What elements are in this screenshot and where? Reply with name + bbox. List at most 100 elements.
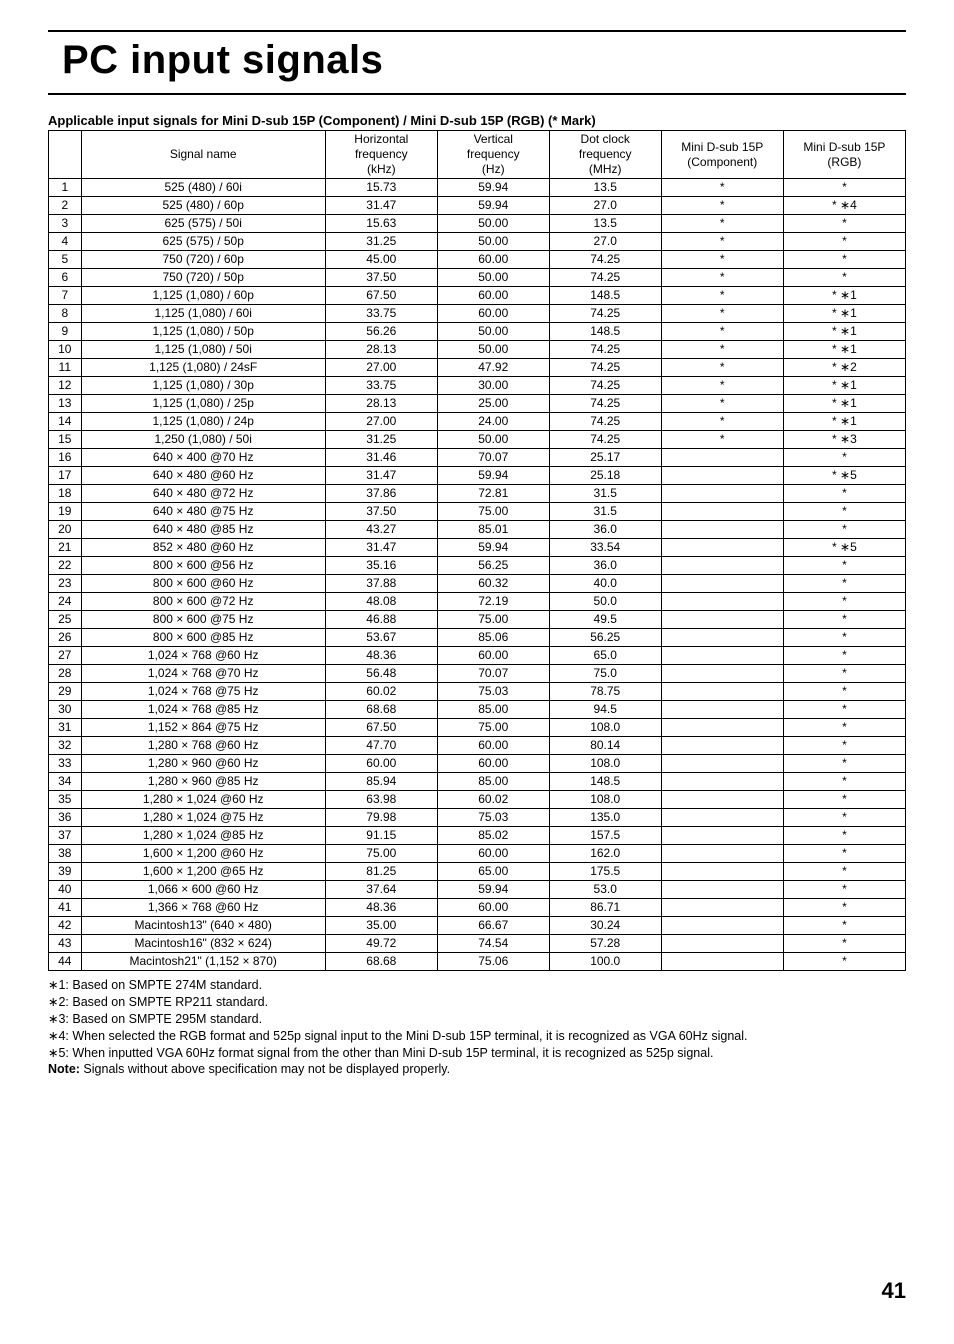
table-row: 16640 × 400 @70 Hz31.4670.0725.17* [49,449,906,467]
cell-s: 800 × 600 @72 Hz [81,593,325,611]
cell-d: 27.0 [549,233,661,251]
th-rgb: Mini D-sub 15P(RGB) [783,131,905,179]
cell-s: 750 (720) / 60p [81,251,325,269]
cell-i: 25 [49,611,82,629]
cell-c [661,521,783,539]
table-header-row: Signal name Horizontalfrequency(kHz) Ver… [49,131,906,179]
cell-i: 22 [49,557,82,575]
cell-s: 625 (575) / 50p [81,233,325,251]
cell-c [661,845,783,863]
cell-s: 1,280 × 960 @60 Hz [81,755,325,773]
cell-i: 21 [49,539,82,557]
cell-h: 27.00 [325,359,437,377]
cell-v: 60.00 [437,737,549,755]
cell-d: 108.0 [549,791,661,809]
cell-v: 25.00 [437,395,549,413]
cell-s: 852 × 480 @60 Hz [81,539,325,557]
cell-h: 45.00 [325,251,437,269]
cell-v: 50.00 [437,215,549,233]
cell-h: 56.48 [325,665,437,683]
cell-c: * [661,179,783,197]
cell-d: 108.0 [549,719,661,737]
cell-v: 85.00 [437,773,549,791]
cell-c: * [661,251,783,269]
cell-h: 37.88 [325,575,437,593]
table-row: 411,366 × 768 @60 Hz48.3660.0086.71* [49,899,906,917]
cell-h: 63.98 [325,791,437,809]
cell-h: 49.72 [325,935,437,953]
cell-v: 60.02 [437,791,549,809]
cell-c [661,737,783,755]
cell-h: 67.50 [325,287,437,305]
th-vfreq: Verticalfrequency(Hz) [437,131,549,179]
cell-d: 80.14 [549,737,661,755]
cell-c: * [661,395,783,413]
cell-i: 40 [49,881,82,899]
cell-h: 46.88 [325,611,437,629]
cell-h: 27.00 [325,413,437,431]
table-row: 23800 × 600 @60 Hz37.8860.3240.0* [49,575,906,593]
cell-v: 60.00 [437,647,549,665]
cell-s: 1,125 (1,080) / 60i [81,305,325,323]
cell-c [661,485,783,503]
cell-r: * [783,593,905,611]
cell-r: * [783,233,905,251]
cell-c: * [661,413,783,431]
cell-r: * ∗1 [783,305,905,323]
cell-h: 68.68 [325,953,437,971]
cell-h: 91.15 [325,827,437,845]
cell-h: 79.98 [325,809,437,827]
cell-c [661,773,783,791]
cell-c [661,719,783,737]
table-row: 26800 × 600 @85 Hz53.6785.0656.25* [49,629,906,647]
cell-r: * [783,647,905,665]
cell-r: * [783,215,905,233]
cell-i: 1 [49,179,82,197]
table-row: 2525 (480) / 60p31.4759.9427.0** ∗4 [49,197,906,215]
cell-i: 6 [49,269,82,287]
cell-i: 30 [49,701,82,719]
cell-s: 640 × 480 @60 Hz [81,467,325,485]
cell-s: 1,125 (1,080) / 24sF [81,359,325,377]
cell-h: 60.00 [325,755,437,773]
cell-c [661,881,783,899]
table-row: 331,280 × 960 @60 Hz60.0060.00108.0* [49,755,906,773]
table-row: 131,125 (1,080) / 25p28.1325.0074.25** ∗… [49,395,906,413]
cell-v: 85.02 [437,827,549,845]
cell-r: * [783,701,905,719]
cell-v: 85.00 [437,701,549,719]
cell-i: 31 [49,719,82,737]
cell-i: 4 [49,233,82,251]
cell-h: 15.73 [325,179,437,197]
cell-c [661,701,783,719]
cell-v: 56.25 [437,557,549,575]
cell-d: 148.5 [549,287,661,305]
table-row: 291,024 × 768 @75 Hz60.0275.0378.75* [49,683,906,701]
cell-h: 75.00 [325,845,437,863]
cell-d: 56.25 [549,629,661,647]
cell-d: 135.0 [549,809,661,827]
note-line: ∗1: Based on SMPTE 274M standard. [48,977,906,994]
cell-r: * ∗1 [783,323,905,341]
cell-v: 60.00 [437,845,549,863]
cell-r: * [783,179,905,197]
cell-h: 48.36 [325,899,437,917]
cell-i: 38 [49,845,82,863]
table-row: 42Macintosh13" (640 × 480)35.0066.6730.2… [49,917,906,935]
th-hfreq: Horizontalfrequency(kHz) [325,131,437,179]
cell-h: 85.94 [325,773,437,791]
cell-c [661,629,783,647]
cell-c [661,665,783,683]
table-row: 381,600 × 1,200 @60 Hz75.0060.00162.0* [49,845,906,863]
cell-d: 78.75 [549,683,661,701]
table-row: 361,280 × 1,024 @75 Hz79.9875.03135.0* [49,809,906,827]
cell-c [661,683,783,701]
cell-r: * [783,683,905,701]
cell-d: 31.5 [549,503,661,521]
cell-c: * [661,377,783,395]
cell-i: 42 [49,917,82,935]
cell-h: 37.86 [325,485,437,503]
cell-i: 13 [49,395,82,413]
cell-v: 50.00 [437,323,549,341]
th-idx [49,131,82,179]
